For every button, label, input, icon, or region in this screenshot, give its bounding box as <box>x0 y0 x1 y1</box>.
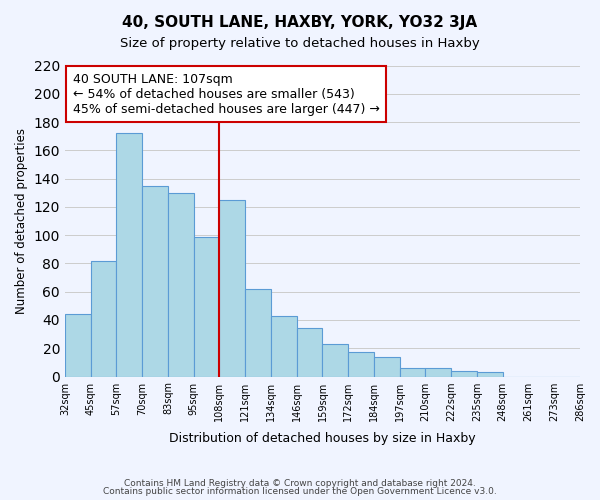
Y-axis label: Number of detached properties: Number of detached properties <box>15 128 28 314</box>
Bar <box>374 356 400 376</box>
Bar <box>322 344 348 376</box>
Bar <box>348 352 374 376</box>
Text: Contains HM Land Registry data © Crown copyright and database right 2024.: Contains HM Land Registry data © Crown c… <box>124 478 476 488</box>
Bar <box>400 368 425 376</box>
Bar <box>477 372 503 376</box>
Bar <box>220 200 245 376</box>
Text: Size of property relative to detached houses in Haxby: Size of property relative to detached ho… <box>120 38 480 51</box>
Bar <box>297 328 322 376</box>
Bar <box>245 289 271 376</box>
Bar <box>65 314 91 376</box>
Bar <box>425 368 451 376</box>
Text: Contains public sector information licensed under the Open Government Licence v3: Contains public sector information licen… <box>103 487 497 496</box>
Bar <box>116 134 142 376</box>
Bar <box>142 186 168 376</box>
Bar <box>91 260 116 376</box>
X-axis label: Distribution of detached houses by size in Haxby: Distribution of detached houses by size … <box>169 432 476 445</box>
Bar <box>451 371 477 376</box>
Text: 40, SOUTH LANE, HAXBY, YORK, YO32 3JA: 40, SOUTH LANE, HAXBY, YORK, YO32 3JA <box>122 15 478 30</box>
Bar <box>271 316 297 376</box>
Bar <box>194 236 220 376</box>
Bar <box>168 192 194 376</box>
Text: 40 SOUTH LANE: 107sqm
← 54% of detached houses are smaller (543)
45% of semi-det: 40 SOUTH LANE: 107sqm ← 54% of detached … <box>73 72 380 116</box>
